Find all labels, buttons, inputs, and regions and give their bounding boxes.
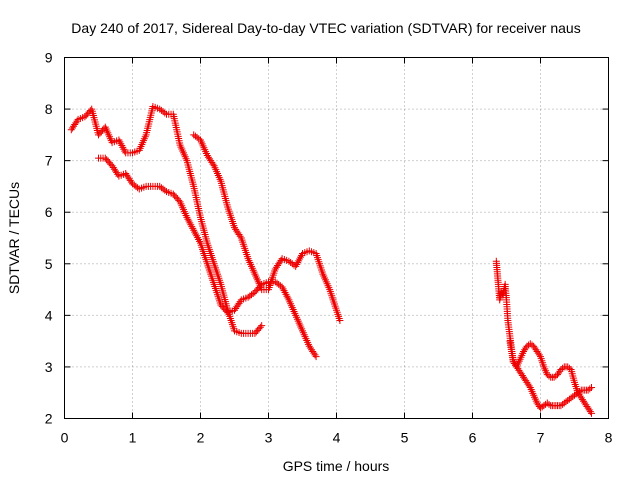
series-track bbox=[190, 131, 344, 325]
x-axis-label: GPS time / hours bbox=[283, 458, 390, 474]
data-point-marker bbox=[535, 351, 543, 359]
y-tick-label: 3 bbox=[45, 359, 53, 375]
data-point-marker bbox=[559, 364, 567, 372]
data-point-marker bbox=[588, 384, 595, 392]
data-point-marker bbox=[545, 400, 553, 408]
chart-title: Day 240 of 2017, Sidereal Day-to-day VTE… bbox=[71, 20, 580, 36]
data-point-marker bbox=[586, 408, 594, 416]
data-point-marker bbox=[576, 387, 584, 395]
axis-ticks: 0 1 2 3 4 5 6 7 8 2 3 4 5 6 7 8 9 bbox=[45, 50, 613, 446]
data-point-marker bbox=[249, 289, 257, 297]
y-tick-label: 6 bbox=[45, 204, 53, 220]
data-point-marker bbox=[588, 409, 595, 417]
data-point-marker bbox=[545, 372, 553, 380]
series-track bbox=[506, 337, 595, 412]
y-axis-label: SDTVAR / TECUs bbox=[6, 182, 22, 294]
y-tick-label: 5 bbox=[45, 256, 53, 272]
x-tick-label: 0 bbox=[61, 430, 69, 446]
y-tick-label: 2 bbox=[45, 411, 53, 427]
x-tick-label: 4 bbox=[333, 430, 341, 446]
x-tick-label: 2 bbox=[197, 430, 205, 446]
y-tick-label: 9 bbox=[45, 50, 53, 66]
series-track bbox=[67, 102, 266, 337]
data-point-marker bbox=[586, 385, 594, 393]
x-tick-label: 3 bbox=[265, 430, 273, 446]
data-point-marker bbox=[258, 322, 266, 330]
data-point-marker bbox=[161, 109, 169, 117]
data-point-marker bbox=[311, 351, 319, 359]
data-point-marker bbox=[336, 317, 344, 325]
data-points bbox=[67, 102, 595, 417]
x-tick-label: 7 bbox=[537, 430, 545, 446]
data-point-marker bbox=[209, 160, 217, 168]
x-tick-label: 1 bbox=[129, 430, 137, 446]
y-tick-label: 8 bbox=[45, 101, 53, 117]
x-tick-label: 6 bbox=[469, 430, 477, 446]
y-tick-label: 7 bbox=[45, 153, 53, 169]
data-point-marker bbox=[236, 232, 244, 240]
data-point-marker bbox=[312, 353, 320, 361]
data-point-marker bbox=[161, 186, 169, 194]
y-tick-label: 4 bbox=[45, 307, 53, 323]
x-tick-label: 5 bbox=[401, 430, 409, 446]
data-point-marker bbox=[256, 323, 264, 331]
data-point-marker bbox=[525, 382, 533, 390]
data-point-marker bbox=[222, 307, 230, 315]
x-tick-label: 8 bbox=[605, 430, 613, 446]
grid-lines bbox=[64, 57, 609, 419]
series-track bbox=[95, 154, 320, 361]
